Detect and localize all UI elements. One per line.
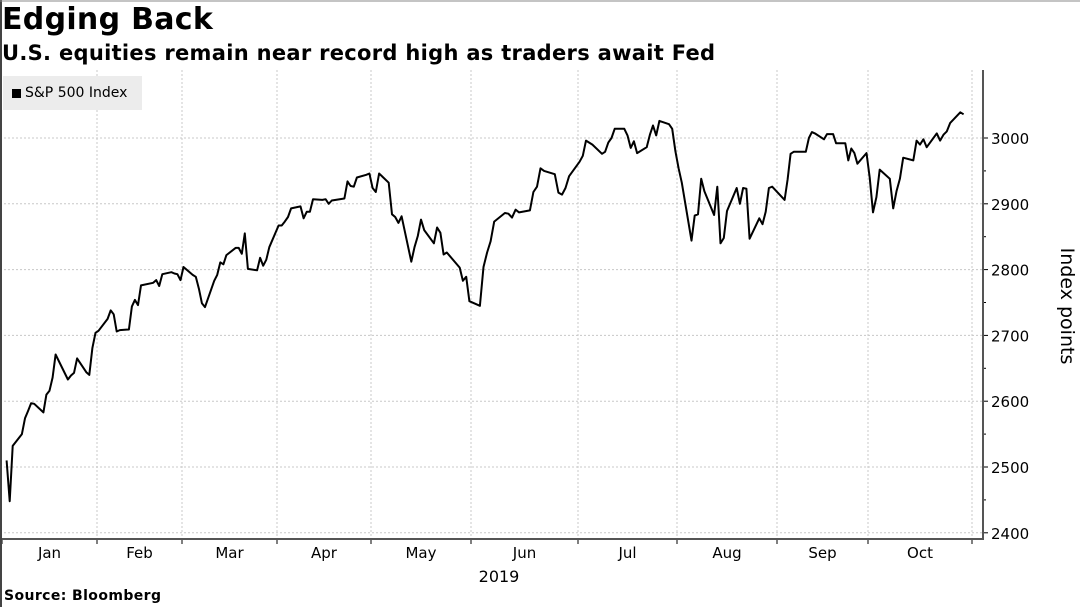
y-tick-label: 3000 bbox=[991, 130, 1029, 148]
x-tick-label: May bbox=[405, 544, 436, 562]
y-tick-label: 2600 bbox=[991, 393, 1029, 411]
legend-swatch bbox=[12, 88, 21, 98]
x-tick-label: Jun bbox=[512, 544, 536, 562]
y-axis-label: Index points bbox=[1056, 248, 1078, 365]
legend: S&P 500 Index bbox=[3, 76, 142, 110]
series-line-sp500 bbox=[5, 111, 965, 503]
x-tick-label: Aug bbox=[712, 544, 741, 562]
x-tick-label: Mar bbox=[215, 544, 244, 562]
x-tick-label: Sep bbox=[808, 544, 836, 562]
x-axis-year-label: 2019 bbox=[479, 567, 520, 586]
y-tick-label: 2900 bbox=[991, 196, 1029, 214]
y-tick-label: 2800 bbox=[991, 262, 1029, 280]
chart-subtitle: U.S. equities remain near record high as… bbox=[2, 41, 716, 65]
x-tick-label: Jan bbox=[37, 544, 61, 562]
y-tick-label: 2700 bbox=[991, 327, 1029, 345]
chart-title: Edging Back bbox=[2, 2, 214, 37]
y-tick-label: 2400 bbox=[991, 525, 1029, 543]
source-note: Source: Bloomberg bbox=[4, 588, 162, 604]
x-tick-label: Jul bbox=[617, 544, 636, 562]
x-tick-label: Feb bbox=[126, 544, 153, 562]
x-tick-label: Oct bbox=[907, 544, 933, 562]
x-tick-label: Apr bbox=[311, 544, 338, 562]
y-tick-label: 2500 bbox=[991, 459, 1029, 477]
legend-label: S&P 500 Index bbox=[25, 85, 128, 101]
